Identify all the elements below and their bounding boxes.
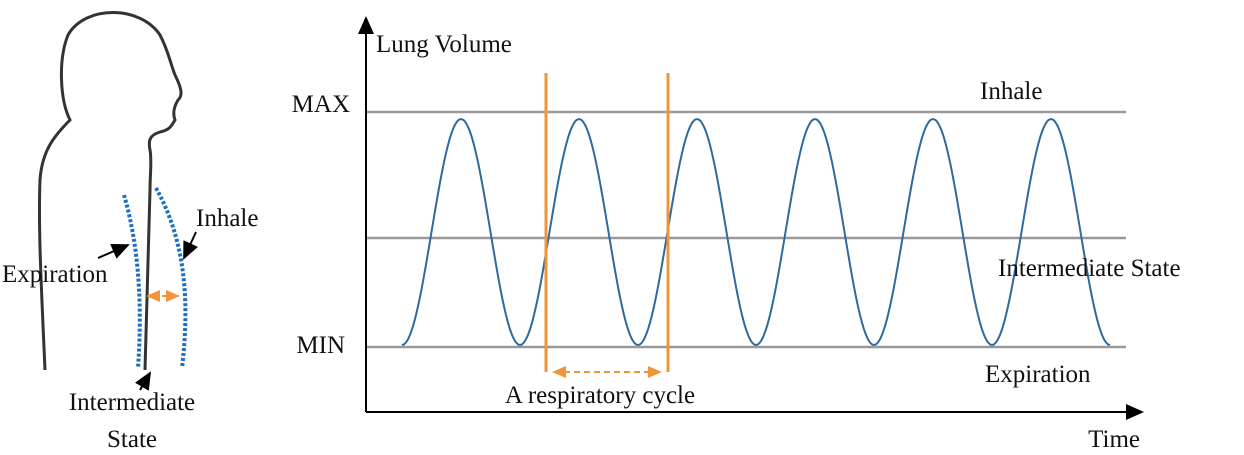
level-label: MAX	[292, 91, 350, 118]
level-label: Inhale	[980, 78, 1042, 105]
label: Intermediate	[69, 389, 195, 416]
label: Expiration	[2, 261, 108, 288]
level-label: Expiration	[985, 361, 1091, 388]
arrow	[97, 244, 130, 259]
arrow	[134, 371, 152, 391]
level-label: MIN	[296, 332, 345, 359]
blue-outer	[154, 187, 188, 369]
level-label: Intermediate State	[998, 255, 1181, 282]
blue-inner	[122, 194, 142, 369]
body-outline	[37, 11, 183, 371]
label: Inhale	[196, 205, 258, 232]
axis-label: Lung Volume	[376, 31, 512, 58]
cycle-label: A respiratory cycle	[505, 382, 695, 409]
label: State	[107, 426, 157, 453]
arrow	[183, 231, 198, 260]
axis-label: Time	[1088, 426, 1140, 453]
volume-wave	[401, 118, 1111, 347]
